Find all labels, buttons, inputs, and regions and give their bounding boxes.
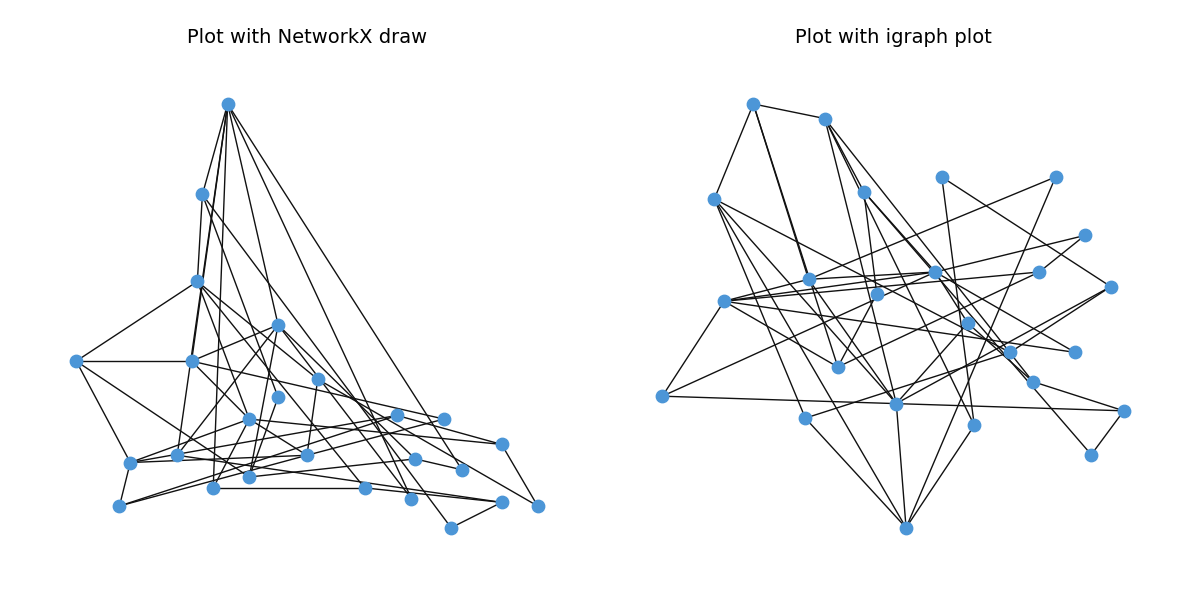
Point	[67, 356, 86, 366]
Point	[932, 172, 952, 182]
Point	[1046, 172, 1066, 182]
Point	[308, 374, 328, 384]
Point	[204, 483, 223, 493]
Point	[402, 494, 421, 503]
Point	[887, 399, 906, 409]
Point	[406, 454, 425, 464]
Point	[896, 523, 916, 533]
Point	[799, 275, 818, 284]
Point	[492, 440, 511, 449]
Point	[193, 190, 212, 199]
Point	[528, 501, 547, 511]
Point	[218, 99, 238, 109]
Point	[925, 267, 944, 277]
Point	[388, 410, 407, 420]
Title: Plot with NetworkX draw: Plot with NetworkX draw	[187, 28, 427, 47]
Point	[1075, 230, 1094, 240]
Point	[965, 421, 984, 430]
Point	[240, 414, 259, 424]
Point	[442, 523, 461, 533]
Point	[269, 392, 288, 402]
Point	[704, 194, 724, 204]
Point	[1114, 406, 1133, 416]
Point	[714, 296, 733, 306]
Point	[1066, 347, 1085, 357]
Point	[121, 458, 140, 467]
Title: Plot with igraph plot: Plot with igraph plot	[794, 28, 991, 47]
Point	[1081, 450, 1100, 460]
Point	[182, 356, 202, 366]
Point	[1102, 282, 1121, 292]
Point	[434, 414, 454, 424]
Point	[269, 320, 288, 329]
Point	[854, 187, 874, 196]
Point	[1001, 347, 1020, 357]
Point	[240, 472, 259, 482]
Point	[492, 497, 511, 507]
Point	[355, 483, 374, 493]
Point	[744, 99, 763, 109]
Point	[868, 289, 887, 299]
Point	[653, 391, 672, 401]
Point	[828, 362, 847, 372]
Point	[187, 277, 206, 286]
Point	[815, 114, 834, 124]
Point	[452, 465, 472, 475]
Point	[796, 413, 815, 423]
Point	[298, 451, 317, 460]
Point	[958, 319, 977, 328]
Point	[1024, 377, 1043, 386]
Point	[110, 501, 130, 511]
Point	[168, 451, 187, 460]
Point	[1030, 267, 1049, 277]
